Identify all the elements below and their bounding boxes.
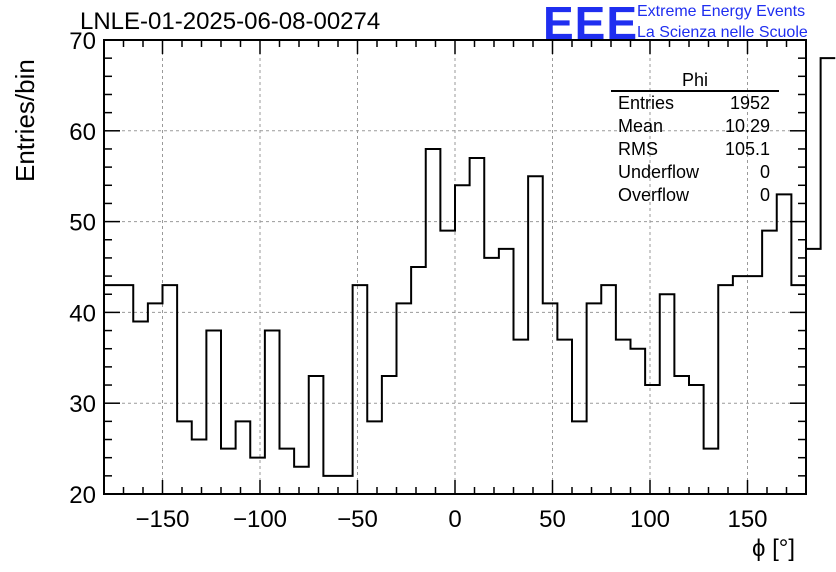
histogram-bin [543, 303, 558, 494]
histogram-bin [601, 285, 616, 494]
histogram-bin [499, 249, 514, 494]
y-tick-label: 20 [69, 482, 96, 509]
histogram-bin [806, 249, 821, 494]
stats-label: Entries [618, 93, 675, 113]
histogram-bin [397, 303, 412, 494]
histogram-bin [265, 331, 280, 494]
stats-label: RMS [618, 139, 658, 159]
stats-label: Mean [618, 116, 664, 136]
eee-logo: EEE [543, 0, 639, 49]
x-tick-label: −100 [233, 506, 287, 533]
logo-line-1: Extreme Energy Events [637, 3, 806, 20]
histogram-bin [119, 285, 134, 494]
histogram-bin [484, 258, 499, 494]
x-tick-label: 50 [539, 506, 566, 533]
histogram-bin [250, 458, 265, 494]
histogram-bin [177, 421, 192, 494]
histogram-bin [206, 331, 221, 494]
logo-line-2: La Scienza nelle Scuole [637, 24, 808, 41]
histogram-bin [674, 376, 689, 494]
x-tick-label: 100 [630, 506, 670, 533]
histogram-bin [353, 285, 368, 494]
x-tick-label: −50 [337, 506, 378, 533]
histogram-bin [821, 58, 836, 494]
histogram-bin [791, 285, 806, 494]
histogram-bin [689, 385, 704, 494]
histogram-bin [470, 158, 485, 494]
histogram-bin [616, 340, 631, 494]
histogram-bin [587, 303, 602, 494]
histogram-bin [631, 349, 646, 494]
stats-label: Underflow [618, 162, 700, 182]
histogram-bin [192, 440, 207, 494]
histogram-bin [762, 231, 777, 494]
stats-row-rms: RMS 105.1 [611, 138, 779, 161]
chart-title: LNLE-01-2025-06-08-00274 [80, 8, 381, 35]
histogram-bin [221, 449, 236, 494]
y-tick-label: 40 [69, 300, 96, 327]
stats-row-underflow: Underflow 0 [611, 161, 779, 184]
histogram-bin [718, 285, 733, 494]
stats-value: 0 [759, 185, 770, 205]
y-tick-label: 50 [69, 210, 96, 237]
y-tick-label: 60 [69, 119, 96, 146]
histogram-bin [704, 449, 719, 494]
histogram-bin [133, 321, 148, 494]
y-tick-label: 70 [69, 28, 96, 55]
stats-row-overflow: Overflow 0 [611, 184, 779, 207]
histogram-bin [309, 376, 324, 494]
histogram-bin [733, 276, 748, 494]
histogram-bin [426, 149, 441, 494]
histogram-bin [338, 476, 353, 494]
histogram-bin [660, 294, 675, 494]
stats-value: 10.29 [724, 116, 770, 136]
histogram-bin [748, 276, 763, 494]
x-axis-label: ϕ [°] [752, 535, 796, 562]
histogram-bin [514, 340, 529, 494]
histogram-bin [323, 476, 338, 494]
stats-value: 1952 [729, 93, 770, 113]
histogram-bin [382, 376, 397, 494]
histogram-bin [367, 421, 382, 494]
stats-value: 105.1 [724, 139, 770, 159]
stats-label: Overflow [618, 185, 690, 205]
x-tick-label: 150 [727, 506, 767, 533]
histogram-bin [455, 185, 470, 494]
histogram-bin [440, 231, 455, 494]
histogram-bin [148, 303, 163, 494]
histogram-bin [163, 285, 178, 494]
x-tick-label: 0 [448, 506, 461, 533]
histogram-bin [572, 421, 587, 494]
histogram-bin [294, 467, 309, 494]
histogram-line [104, 57, 836, 477]
stats-row-mean: Mean 10.29 [611, 115, 779, 138]
histogram-bin [280, 449, 295, 494]
y-tick-label: 30 [69, 391, 96, 418]
histogram-bin [411, 267, 426, 494]
histogram-bin [236, 421, 251, 494]
x-tick-label: −150 [135, 506, 189, 533]
histogram-bin [645, 385, 660, 494]
histogram-bin [528, 176, 543, 494]
histogram-bin [104, 285, 119, 494]
stats-title: Phi [611, 70, 779, 92]
histogram-bin [557, 340, 572, 494]
histogram-bin [777, 194, 792, 494]
stats-row-entries: Entries 1952 [611, 92, 779, 115]
stats-value: 0 [759, 162, 770, 182]
stats-box: Phi Entries 1952 Mean 10.29 RMS 105.1 Un… [611, 70, 779, 207]
